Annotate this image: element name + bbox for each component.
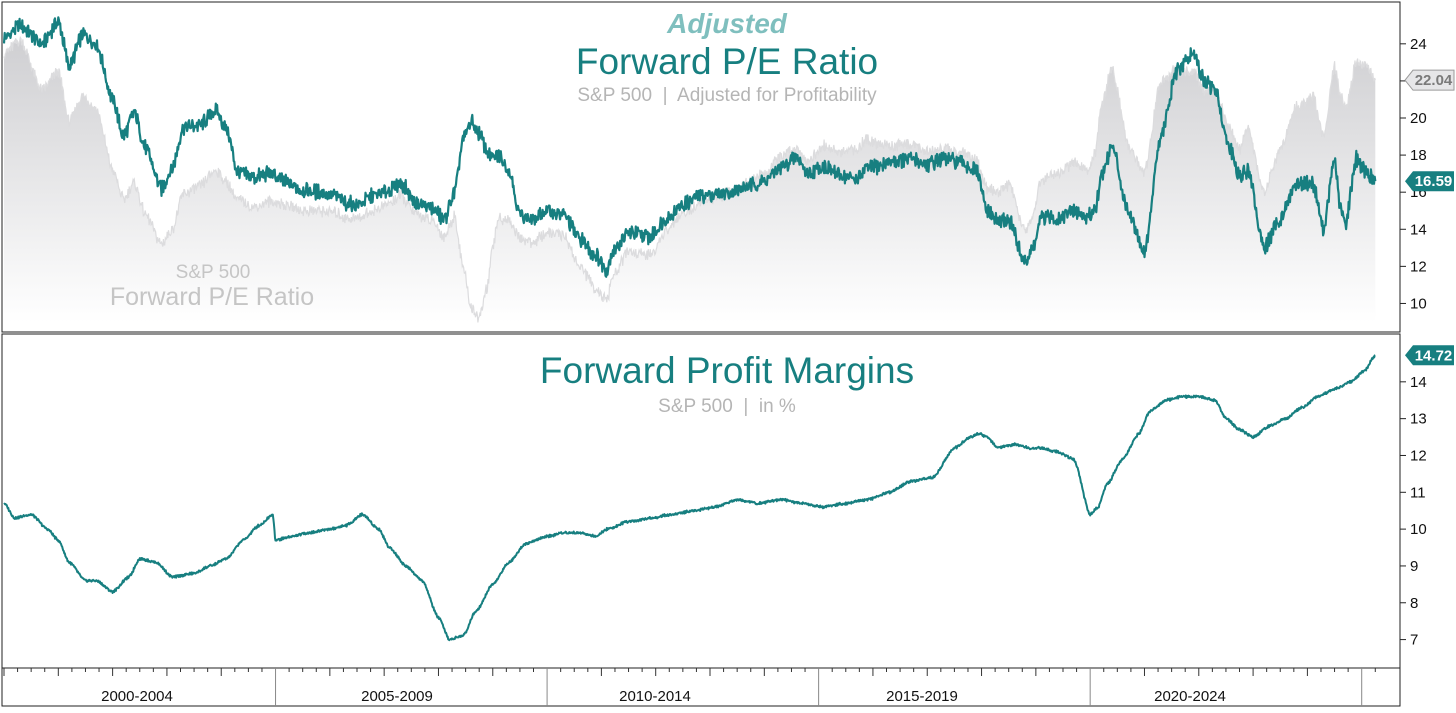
pe-y-tick-label-20: 20 [1410,110,1427,127]
pe-title: Forward P/E Ratio [576,41,878,82]
margins-subtitle: S&P 500 | in % [658,396,796,417]
margins-title: Forward Profit Margins [540,350,914,391]
pe-y-tick-label-10: 10 [1410,295,1427,312]
margins-y-tick-label-7: 7 [1410,632,1418,649]
pe-y-tick-label-14: 14 [1410,221,1427,238]
pe-y-tick-label-18: 18 [1410,147,1427,164]
period-label-2005-2009: 2005-2009 [361,688,433,705]
profit-margin-last-value: 14.72 [1415,347,1453,364]
x-axis-frame [1,667,1401,707]
sp500-pe-last-value: 22.04 [1415,72,1453,89]
sp500-pe-line [3,35,1376,323]
pe-panel-frame [1,1,1401,333]
period-label-2020-2024: 2020-2024 [1154,688,1226,705]
sp500-pe-last-value-badge: 22.04 [1404,69,1455,91]
margins-panel: 7 8 9 10 11 12 13 14 Forward Profit Margins S&P… [1,333,1454,669]
adjusted-pe-last-value-badge: 16.59 [1405,171,1454,192]
margins-y-tick-label-14: 14 [1410,374,1427,391]
sp500-pe-label-line2: Forward P/E Ratio [110,283,314,311]
pe-y-tick-label-12: 12 [1410,258,1427,275]
x-axis-ticks [3,668,1376,706]
margins-y-tick-label-8: 8 [1410,595,1418,612]
pe-y-tick-label-24: 24 [1410,36,1427,53]
sp500-pe-label-line1: S&P 500 [176,262,251,283]
period-label-2015-2019: 2015-2019 [886,688,958,705]
sp500-pe-area [4,37,1376,323]
period-label-2000-2004: 2000-2004 [101,688,173,705]
adjusted-pe-last-value: 16.59 [1415,173,1453,190]
margins-y-tick-label-12: 12 [1410,447,1427,464]
margins-y-axis: 7 8 9 10 11 12 13 14 [1400,374,1427,649]
margins-y-tick-label-9: 9 [1410,558,1418,575]
margins-y-tick-label-13: 13 [1410,411,1427,428]
pe-panel: 1012141618202224 Adjusted Forward P/E Ra… [1,1,1455,333]
margins-y-tick-label-10: 10 [1410,521,1427,538]
period-label-2010-2014: 2010-2014 [619,688,691,705]
pe-subtitle: S&P 500 | Adjusted for Profitability [577,85,877,106]
profit-margin-line [3,354,1376,642]
x-axis: 2000-2004 2005-2009 2010-2014 2015-2019 … [1,667,1401,707]
margins-y-tick-label-11: 11 [1410,484,1426,501]
pe-title-prefix: Adjusted [666,8,788,39]
adjusted-pe-line [3,16,1377,278]
profit-margin-last-value-badge: 14.72 [1405,345,1454,366]
